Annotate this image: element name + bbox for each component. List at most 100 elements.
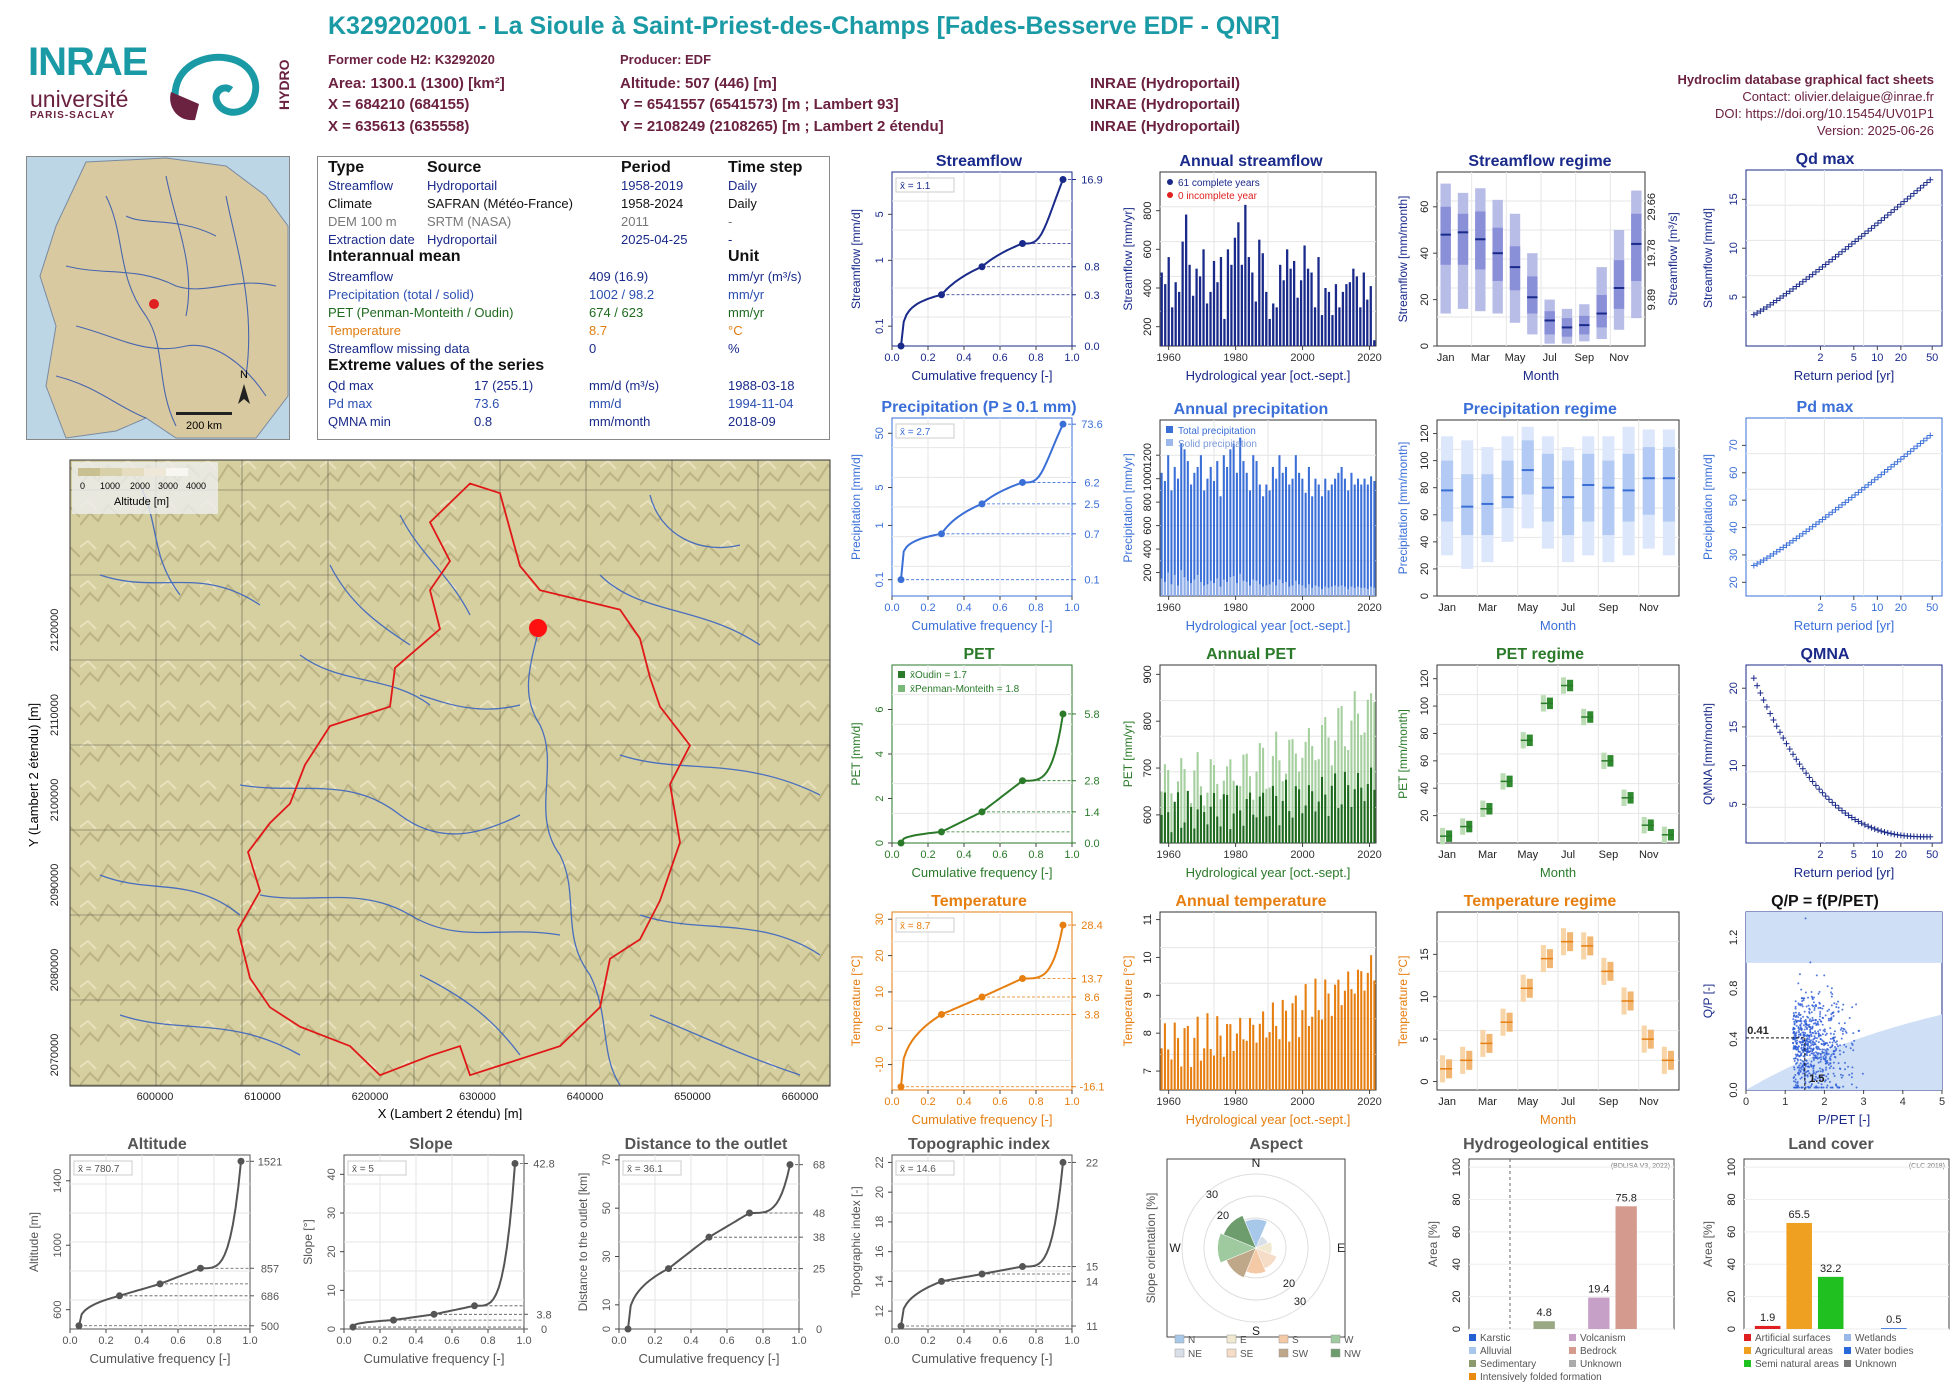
chart-distance_cdf[interactable]: Distance to the outlet Cumulative frequen… [575,1135,837,1367]
legend-label: x̄Oudin = 1.7 [910,670,967,681]
annual-bar [1252,1024,1255,1090]
x-tick-label: 20 [1895,849,1907,861]
chart-qd_max[interactable]: Qd max Return period [yr] Streamflow [mm/d… [1700,150,1950,384]
chart-temp_cdf[interactable]: Temperature Cumulative frequency [-] Tempe… [848,892,1110,1128]
scatter-point [1804,1080,1807,1083]
annual-bar-oudin [1203,812,1206,843]
scatter-point [1851,1072,1854,1075]
chart-annual_temp[interactable]: Annual temperature Hydrological year [oct… [1120,892,1382,1128]
chart-pet_cdf[interactable]: PET Cumulative frequency [-] PET [mm/d] 0.0… [848,645,1110,881]
scatter-point [1799,1066,1802,1069]
quantile-point [390,1316,397,1324]
info-h-step: Time step [728,159,803,176]
scatter-point [1823,1074,1826,1077]
y-axis-label: Slope orientation [%] [1145,1193,1158,1304]
scatter-point [1808,1050,1811,1053]
info-source: SAFRAN (Météo-France) [427,196,573,211]
x-tick-label: 1.0 [516,1335,531,1347]
annual-bar [1327,490,1330,596]
y-tick-label: 40 [1419,782,1431,794]
chart-pet_regime[interactable]: PET regime Month PET [mm/month] Jan Mar May Ju… [1395,645,1685,881]
x-tick-label: 2 [1817,352,1823,364]
chart-slope_cdf[interactable]: Slope Cumulative frequency [-] Slope [°] 0.… [300,1135,562,1367]
inset-map[interactable]: N 200 km [26,156,290,440]
chart-landcover[interactable]: Land cover Area [%] (CLC 2018) 0 20 40 60 80 100… [1700,1135,1960,1385]
quantile-point [624,1325,632,1333]
annual-bar [1353,691,1356,843]
scatter-point [1829,1019,1832,1022]
scatter-point [1807,1004,1810,1007]
scatter-point [1794,1007,1797,1010]
annual-bar-oudin [1291,817,1294,843]
x-tick-label: 1980 [1223,1096,1247,1108]
chart-altitude_cdf[interactable]: Altitude Cumulative frequency [-] Altitude… [26,1135,288,1367]
annual-bar [1170,490,1173,596]
annual-bar [1239,1017,1242,1090]
scatter-point [1819,1010,1822,1013]
chart-precip_cdf[interactable]: Precipitation (P ≥ 0.1 mm) Cumulative fre… [848,398,1110,634]
chart-streamflow_cdf[interactable]: Streamflow Cumulative frequency [-] Stream… [848,152,1110,384]
contact[interactable]: Contact: olivier.delaigue@inrae.fr [1742,89,1934,104]
scatter-point [1803,1010,1806,1013]
x-tick-label: 2 [1817,602,1823,614]
chart-annual_pet[interactable]: Annual PET Hydrological year [oct.-sept.]… [1120,645,1382,881]
annual-bar-secondary [1271,581,1274,596]
scatter-point [1810,1084,1813,1087]
y-tick-label: 100 [1419,697,1431,715]
y-tick-label: 40 [1728,521,1740,533]
scatter-point [1814,1075,1817,1078]
chart-precip_regime[interactable]: Precipitation regime Month Precipitation [… [1395,400,1685,634]
chart-pd_max[interactable]: Pd max Return period [yr] Precipitation [m… [1700,398,1950,634]
scatter-point [1815,1046,1818,1049]
quantile-point [1059,921,1067,929]
y-axis-label: PET [mm/month] [1396,709,1410,799]
scatter-point [1814,1054,1817,1057]
x-tick-label: 0.4 [956,1096,971,1108]
catchment-map[interactable]: 0 1000 2000 3000 4000 Altitude [m] 60000… [0,455,840,1120]
x-tick-label: 0.4 [956,1335,971,1347]
annual-bar [1176,478,1180,596]
annual-bar [1369,286,1372,346]
chart-topo_cdf[interactable]: Topographic index Cumulative frequency [-… [848,1135,1110,1367]
annual-bar [1180,758,1183,843]
scatter-point [1820,1043,1823,1046]
chart-qmna[interactable]: QMNA Return period [yr] QMNA [mm/month] 2 5 1… [1700,645,1950,881]
scatter-point [1794,1084,1797,1087]
doi[interactable]: DOI: https://doi.org/10.15454/UV01P1 [1715,106,1934,121]
annual-bar [1317,484,1320,596]
x-tick-label: 2020 [1357,1096,1381,1108]
y-tick-label: 80 [1419,727,1431,739]
y-tick-label: 0 [1419,593,1431,599]
scatter-point [1807,1069,1810,1072]
scatter-point [1793,1034,1796,1037]
scatter-point [1814,1043,1817,1046]
chart-annual_precip[interactable]: Annual precipitation Hydrological year [o… [1120,400,1382,634]
annual-bar [1343,990,1346,1090]
map-xtick: 610000 [244,1091,281,1103]
right-tick-label: 5.8 [1084,709,1099,721]
legend-label: E [1240,1335,1247,1346]
y-axis-label: Area [%] [1426,1221,1440,1267]
legend-swatch [1166,426,1173,433]
legend-swatch [1569,1347,1576,1354]
scatter-point [1852,1032,1855,1035]
scatter-point [1819,1070,1822,1073]
annual-bar [1337,472,1340,596]
y-axis-label: Streamflow [mm/month] [1396,196,1410,323]
scatter-point [1829,1046,1832,1049]
chart-annual_streamflow[interactable]: Annual streamflow Hydrological year [oct.… [1120,152,1382,384]
annual-bar-oudin [1370,767,1373,843]
chart-streamflow_regime[interactable]: Streamflow regime Month Streamflow [mm/mon… [1395,152,1685,384]
chart-qp_ppet[interactable]: Q/P = f(P/PET) P/PET [-] Q/P [-] 0.41 1.5 0 1 2… [1700,892,1950,1128]
annual-bar-secondary [1212,583,1216,596]
chart-temp_regime[interactable]: Temperature regime Month Temperature [°C] J… [1395,892,1685,1128]
legend-label: S [1292,1335,1299,1346]
y-tick-label: 800 [1142,493,1154,511]
scatter-point [1799,1041,1802,1044]
y-tick-label: 10 [1728,759,1740,771]
chart-hydrogeo[interactable]: Hydrogeological entities Area [%] (BDLISA … [1425,1135,1687,1385]
quantile-point [938,291,945,299]
annual-bar [1370,955,1373,1090]
hydro-logo-text: HYDRO [276,59,292,110]
